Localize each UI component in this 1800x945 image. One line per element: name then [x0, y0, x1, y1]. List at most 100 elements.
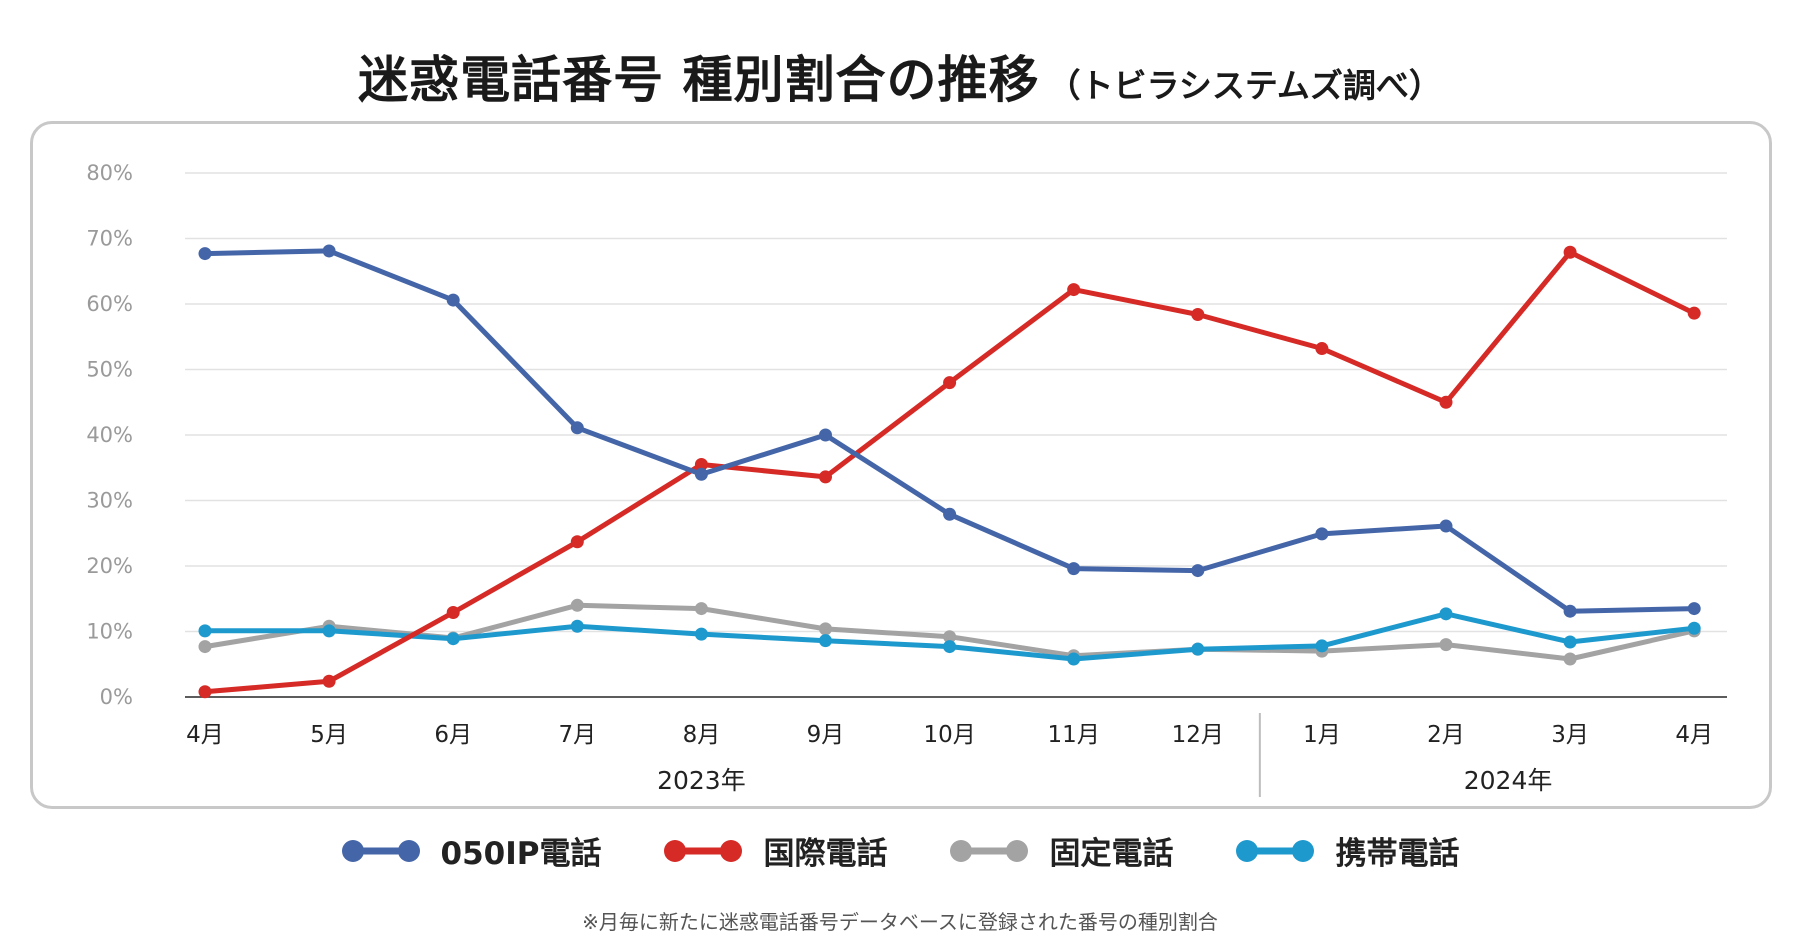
legend-swatch-dot [950, 839, 973, 862]
x-tick-label: 5月 [310, 722, 348, 748]
chart-title: 迷惑電話番号 種別割合の推移 [358, 51, 1040, 109]
data-point [1563, 635, 1577, 649]
legend-swatch [664, 839, 743, 862]
x-tick-label: 11月 [1048, 722, 1100, 748]
data-point [1563, 652, 1577, 666]
data-point [198, 247, 212, 261]
legend-swatch-dot [720, 839, 743, 862]
x-tick-label: 4月 [186, 722, 224, 748]
series-lines [198, 244, 1701, 699]
data-point [322, 624, 336, 638]
y-tick-label: 60% [86, 292, 133, 316]
data-point [1067, 283, 1081, 297]
year-group-label: 2023年 [657, 766, 746, 795]
x-tick-label: 2月 [1427, 722, 1465, 748]
data-point [819, 428, 832, 442]
data-point [570, 598, 584, 612]
data-point [694, 467, 708, 481]
legend-label: 固定電話 [1049, 836, 1174, 872]
legend-item: 固定電話 [949, 828, 1173, 873]
data-point [1439, 638, 1453, 652]
data-point [1687, 602, 1701, 616]
x-tick-label: 8月 [683, 722, 721, 748]
data-point [570, 421, 584, 435]
data-point [819, 470, 832, 484]
legend-item: 050IP電話 [341, 828, 602, 873]
data-point [446, 293, 460, 307]
data-point [1439, 395, 1453, 409]
legend-swatch [1236, 839, 1315, 862]
data-point [1315, 639, 1329, 653]
x-tick-label: 10月 [923, 722, 975, 748]
legend-label: 携帯電話 [1335, 836, 1460, 872]
data-point [1315, 527, 1329, 541]
data-point [1191, 642, 1205, 656]
data-point [819, 622, 832, 636]
x-tick-label: 12月 [1172, 722, 1224, 748]
data-point [1563, 604, 1577, 618]
data-point [1067, 562, 1081, 576]
data-point [1067, 652, 1081, 666]
data-point [198, 624, 212, 638]
y-axis-ticks: 0% 10% 20% 30% 40% 50% 60% 70% 80% [86, 161, 133, 709]
data-point [322, 674, 336, 688]
data-point [1439, 519, 1453, 533]
legend-item: 携帯電話 [1235, 828, 1459, 873]
legend-label: 国際電話 [763, 836, 888, 872]
data-point [1687, 306, 1701, 320]
x-tick-label: 6月 [434, 722, 472, 748]
y-tick-label: 70% [86, 227, 133, 251]
legend-swatch-dot [1236, 839, 1259, 862]
data-point [943, 630, 957, 644]
x-axis: 4月 5月 6月 7月 8月 9月 10月 11月 12月 1月 2月 3月 4月 2023年 2024年 [185, 696, 1727, 797]
year-group-label: 2024年 [1464, 766, 1553, 795]
data-point [1563, 245, 1577, 259]
chart-title-block: 迷惑電話番号 種別割合の推移 （トビラシステムズ調べ） [0, 40, 1800, 112]
chart-panel [30, 121, 1772, 809]
data-point [1687, 621, 1701, 635]
legend-label: 050IP電話 [440, 836, 602, 872]
data-point [446, 632, 460, 646]
legend-item: 国際電話 [663, 828, 887, 873]
y-tick-label: 40% [86, 423, 133, 447]
data-point [1191, 307, 1205, 321]
data-point [198, 685, 212, 699]
legend-swatch-dot [397, 839, 420, 862]
legend-swatch-dot [1006, 839, 1029, 862]
legend-swatch [341, 839, 420, 862]
data-point [694, 627, 708, 641]
data-point [570, 535, 584, 549]
x-tick-label: 9月 [807, 722, 845, 748]
legend: 050IP電話 国際電話 固定電話 携帯電話 [0, 828, 1800, 873]
y-tick-label: 20% [86, 554, 133, 578]
legend-swatch [950, 839, 1029, 862]
data-point [446, 606, 460, 620]
data-point [570, 619, 584, 633]
x-tick-label: 7月 [558, 722, 596, 748]
data-point [198, 640, 212, 654]
legend-swatch-dot [341, 839, 364, 862]
x-tick-label: 4月 [1675, 722, 1713, 748]
data-point [1439, 607, 1453, 621]
data-point [694, 602, 708, 616]
legend-swatch-dot [1292, 839, 1315, 862]
y-tick-label: 30% [86, 489, 133, 513]
legend-swatch-dot [664, 839, 687, 862]
data-point [694, 457, 708, 471]
data-point [943, 376, 957, 390]
x-tick-label: 3月 [1551, 722, 1589, 748]
y-tick-label: 50% [86, 358, 133, 382]
y-tick-label: 0% [100, 685, 133, 709]
x-tick-label: 1月 [1303, 722, 1341, 748]
series-line [202, 249, 1697, 695]
data-point [819, 634, 832, 648]
y-tick-label: 80% [86, 161, 133, 185]
data-point [1315, 342, 1329, 356]
data-point [943, 640, 957, 654]
data-point [322, 244, 336, 258]
gridlines [185, 172, 1727, 633]
data-point [943, 507, 957, 521]
chart-subtitle: （トビラシステムズ調べ） [1047, 66, 1442, 105]
footnote: ※月毎に新たに迷惑電話番号データベースに登録された番号の種別割合 [582, 910, 1218, 934]
